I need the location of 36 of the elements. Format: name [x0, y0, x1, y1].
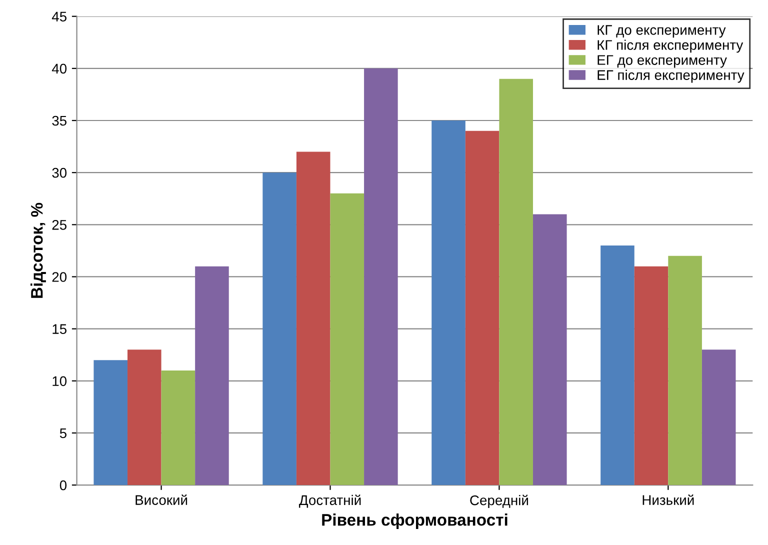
y-tick-label: 35 — [52, 116, 66, 126]
bar — [364, 68, 398, 486]
y-tick-label: 25 — [52, 220, 66, 230]
bar — [432, 120, 466, 486]
bar — [127, 350, 162, 486]
y-tick-label: 45 — [52, 12, 66, 22]
bar — [296, 152, 330, 486]
bar — [465, 130, 500, 486]
y-axis-title: Відсоток, % — [30, 202, 46, 298]
bar — [161, 370, 196, 486]
legend-label: ЕГ до експерименту — [598, 55, 727, 68]
bar — [195, 266, 229, 486]
y-tick-label: 15 — [52, 324, 66, 334]
bar — [262, 172, 296, 486]
bar — [330, 193, 364, 486]
x-tick-label: Низький — [642, 494, 694, 505]
legend-label: КГ після експерименту — [598, 40, 744, 53]
bar — [94, 360, 128, 486]
x-tick-label: Середній — [470, 494, 528, 508]
bar — [532, 214, 567, 486]
y-tick-label: 0 — [60, 480, 67, 490]
legend-label: ЕГ після експерименту — [598, 70, 744, 83]
bar — [668, 256, 702, 486]
bar — [702, 350, 736, 486]
legend-label: КГ до експерименту — [598, 25, 726, 38]
y-tick-label: 10 — [52, 376, 67, 386]
x-tick-label: Достатній — [298, 494, 361, 508]
x-axis-title: Рівень сформованості — [322, 514, 508, 530]
x-tick-label: Високий — [136, 494, 188, 505]
y-tick-label: 20 — [52, 272, 67, 282]
bar — [634, 266, 668, 486]
y-tick-label: 30 — [52, 168, 67, 178]
bar — [600, 245, 634, 486]
y-tick-label: 5 — [60, 428, 66, 438]
bar — [499, 78, 533, 486]
y-tick-label: 40 — [52, 64, 67, 74]
